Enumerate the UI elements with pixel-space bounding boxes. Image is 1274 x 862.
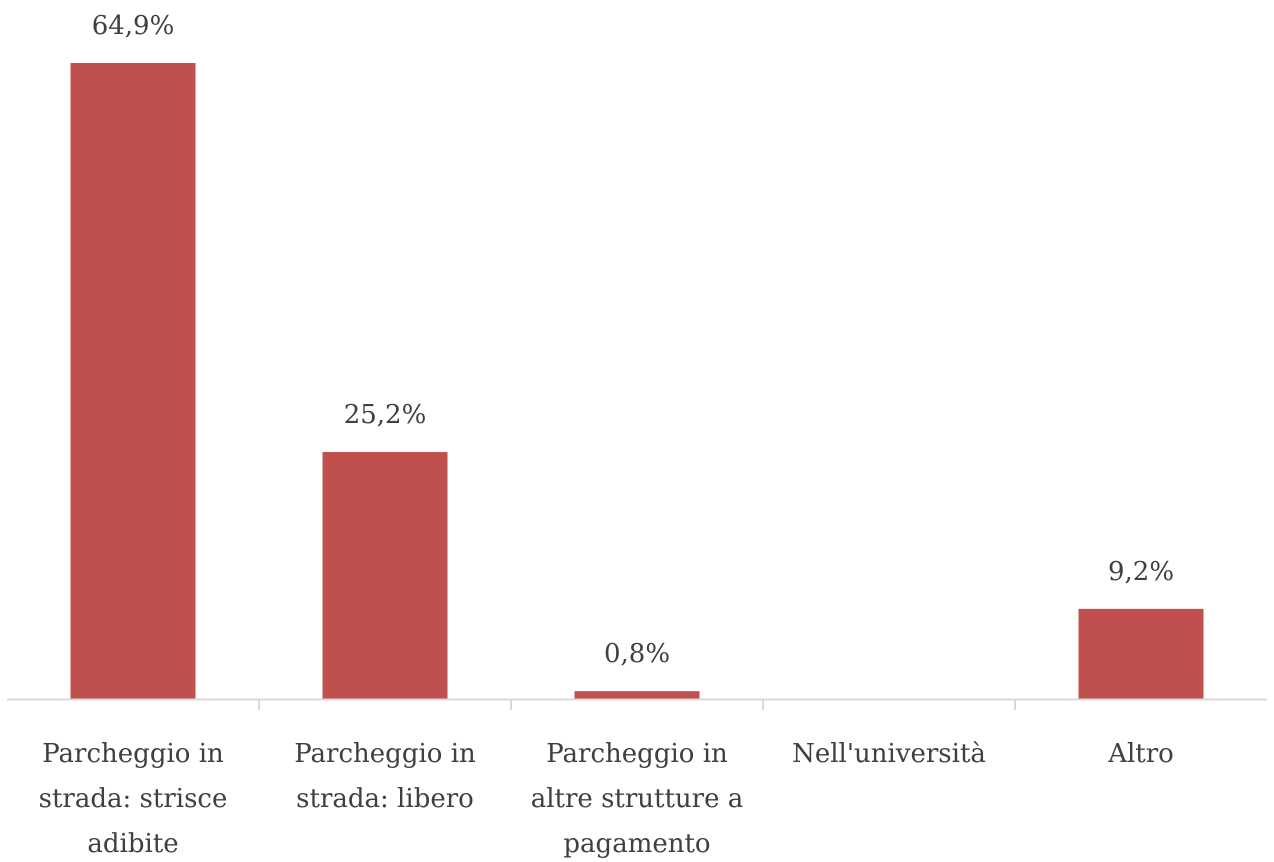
data-label-1: 64,9% — [92, 11, 175, 41]
category-label-line: adibite — [87, 829, 178, 859]
data-label-5: 9,2% — [1108, 557, 1174, 587]
category-label-line: pagamento — [563, 829, 710, 859]
category-labels-group: Parcheggio in strada: strisce adibiteParch… — [39, 739, 1174, 859]
bar-2 — [322, 452, 448, 699]
bar-5 — [1078, 608, 1204, 699]
category-label-line: Parcheggio in — [42, 739, 224, 769]
category-label-2: Parcheggio in strada: libero — [294, 739, 476, 814]
category-label-line: Parcheggio in — [294, 739, 476, 769]
category-label-line: altre strutture a — [531, 784, 744, 814]
bar-3 — [574, 691, 700, 699]
category-label-line: Nell'università — [792, 739, 986, 769]
category-label-4: Nell'università — [792, 739, 986, 769]
category-label-5: Altro — [1107, 739, 1174, 769]
bars-group — [70, 63, 1204, 699]
category-label-line: strada: libero — [296, 784, 474, 814]
category-label-3: Parcheggio in altre strutture a pagamento — [531, 739, 744, 859]
category-label-line: strada: strisce — [39, 784, 228, 814]
data-labels-group: 64,9% 25,2% 0,8% 9,2% — [92, 11, 1174, 669]
data-label-2: 25,2% — [344, 400, 427, 430]
category-label-line: Altro — [1107, 739, 1174, 769]
x-axis — [7, 698, 1267, 710]
category-label-1: Parcheggio in strada: strisce adibite — [39, 739, 228, 859]
data-label-3: 0,8% — [604, 639, 670, 669]
bar-1 — [70, 63, 196, 699]
category-label-line: Parcheggio in — [546, 739, 728, 769]
